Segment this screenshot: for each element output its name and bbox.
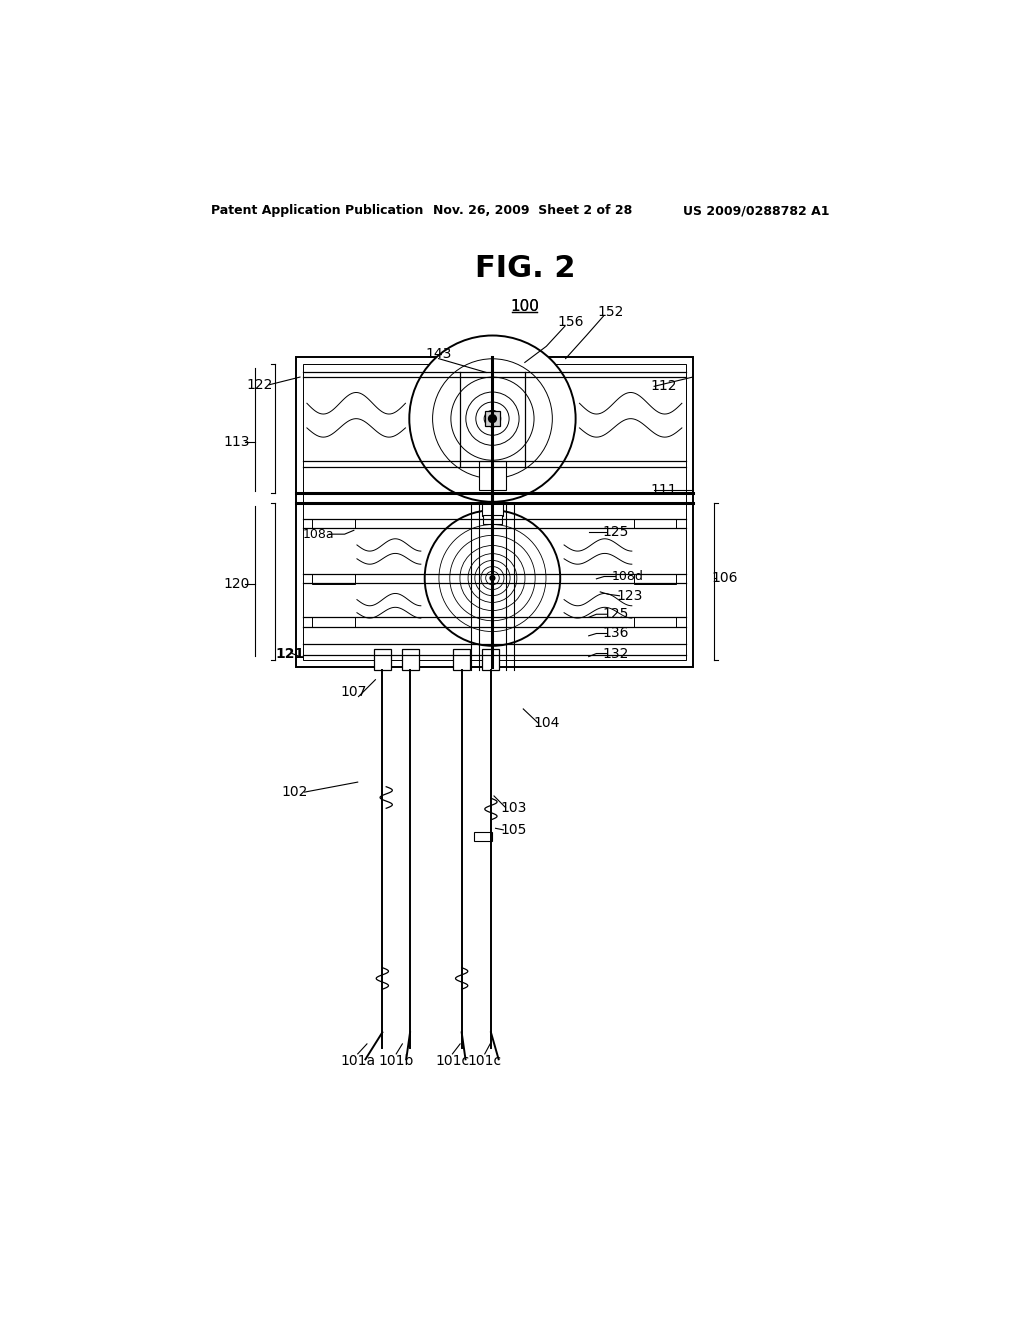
Circle shape [487,414,497,424]
Text: 136: 136 [602,627,629,640]
Text: 105: 105 [500,822,526,837]
Text: 103: 103 [500,800,526,814]
Text: 132: 132 [602,647,629,660]
Bar [484,411,500,426]
Bar [634,618,677,627]
Bar [401,649,419,671]
Text: 123: 123 [616,589,643,603]
Bar [303,364,686,660]
Bar [474,832,493,841]
Text: 108a: 108a [303,528,334,541]
Circle shape [425,511,560,645]
Text: Nov. 26, 2009  Sheet 2 of 28: Nov. 26, 2009 Sheet 2 of 28 [433,205,633,218]
Text: 120: 120 [223,577,250,591]
Text: 107: 107 [341,685,367,700]
Text: US 2009/0288782 A1: US 2009/0288782 A1 [683,205,829,218]
Bar [312,574,354,585]
Text: 152: 152 [598,305,625,319]
Bar [634,519,677,528]
Text: 122: 122 [247,378,273,392]
Text: 101a: 101a [340,1053,375,1068]
Bar [478,461,506,490]
Circle shape [410,335,575,502]
Text: 101b: 101b [379,1053,414,1068]
Text: 108d: 108d [611,570,643,583]
Text: 100: 100 [510,298,540,314]
Text: 125: 125 [602,525,629,539]
Text: 102: 102 [282,785,308,799]
Bar [483,515,502,524]
Bar [312,519,354,528]
Text: Patent Application Publication: Patent Application Publication [211,205,424,218]
Text: 100: 100 [510,298,540,314]
Text: 113: 113 [223,434,250,449]
Text: 112: 112 [650,379,677,393]
Text: 143: 143 [425,347,452,360]
Bar [374,649,391,671]
Text: 106: 106 [712,572,738,585]
Bar [454,649,470,671]
Bar [482,649,500,671]
Text: FIG. 2: FIG. 2 [474,253,575,282]
Bar [312,618,354,627]
Circle shape [489,576,496,581]
Text: 125: 125 [602,607,629,622]
Text: 104: 104 [534,715,559,730]
Text: 156: 156 [558,314,585,329]
Bar [634,574,677,585]
Text: 101c: 101c [435,1053,469,1068]
Text: 101c: 101c [468,1053,502,1068]
Bar [481,503,503,516]
Bar [296,358,692,667]
Text: 121: 121 [275,647,304,660]
Text: 111: 111 [650,483,677,496]
